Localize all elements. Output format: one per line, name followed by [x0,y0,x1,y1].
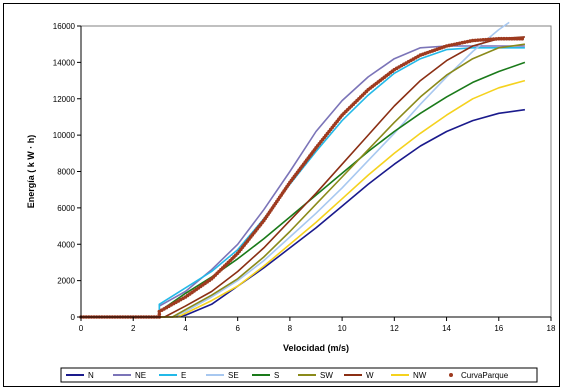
series-curvaparque-marker [496,36,501,41]
series-curvaparque-marker [512,36,517,41]
series-n-line [81,108,526,318]
y-tick-label: 14000 [53,58,76,67]
plot-area [80,25,552,318]
axis-layer: 0 2 4 6 8 10 12 14 16 18 0 2000 4000 6000 8000 10000 120… [53,22,556,333]
series-layer [79,21,526,319]
legend-label: W [366,371,374,380]
series-curvaparque-marker [481,38,485,42]
legend-label: S [274,371,279,380]
series-curvaparque-marker [504,36,509,41]
legend-item-n: N [66,371,94,380]
series-curvaparque-marker [494,37,498,41]
legend-item-curvaparque: CurvaParque [449,371,509,380]
y-tick-label: 12000 [53,95,76,104]
legend-label: E [181,371,186,380]
series-curvaparque-marker [510,36,514,41]
y-tick-label: 8000 [57,168,75,177]
series-curvaparque-marker [470,38,475,43]
series-curvaparque-marker [483,37,488,42]
y-tick-label: 2000 [57,277,75,286]
x-tick-label: 4 [183,324,188,333]
legend-item-se: SE [206,371,239,380]
series-curvaparque-marker [502,36,506,41]
series-curvaparque-marker [520,36,525,41]
legend-item-s: S [252,371,279,380]
chart-frame: 0 2 4 6 8 10 12 14 16 18 0 2000 4000 6000 8000 10000 120… [3,3,560,387]
y-tick-label: 4000 [57,240,75,249]
y-tick-label: 0 [71,313,76,322]
series-curvaparque-marker [491,37,496,41]
series-e-line [81,47,525,318]
series-w-line [81,36,525,318]
series-curvaparque-marker [157,312,162,317]
series-se-line [81,21,510,318]
series-curvaparque-marker [517,36,522,41]
legend-item-e: E [159,371,186,380]
legend-marker [449,373,453,377]
x-tick-label: 6 [235,324,240,333]
series-curvaparque-marker [486,37,491,42]
legend-label: N [88,371,94,380]
series-curvaparque-marker [476,38,480,42]
legend-item-sw: SW [298,371,333,380]
plot-border [80,25,552,318]
series-s-line [81,61,526,318]
legend-label: NE [135,371,146,380]
y-tick-label: 16000 [53,22,76,31]
y-tick-label: 6000 [57,204,75,213]
series-nw-line [81,79,526,318]
series-curvaparque-marker [499,36,504,41]
x-tick-label: 8 [288,324,293,333]
legend-item-ne: NE [113,371,146,380]
legend-label: NW [413,371,427,380]
x-tick-label: 14 [442,324,451,333]
series-curvaparque [79,36,525,319]
series-ne-line [81,45,525,318]
legend-label: CurvaParque [461,371,509,380]
legend-item-w: W [344,371,374,380]
legend: N NE E SE S SW W NW CurvaParque [60,367,538,383]
x-axis-title: Velocidad (m/s) [283,343,349,353]
series-curvaparque-marker [507,36,512,41]
x-tick-label: 12 [390,324,399,333]
y-tick-label: 10000 [53,131,76,140]
x-tick-label: 10 [338,324,347,333]
x-tick-label: 0 [79,324,84,333]
legend-label: SE [228,371,239,380]
series-curvaparque-marker [473,38,478,43]
series-sw-line [81,43,526,318]
y-axis-title: Energía ( k W · h) [26,135,36,209]
x-tick-label: 2 [131,324,136,333]
series-curvaparque-marker [478,38,483,42]
legend-item-nw: NW [391,371,427,380]
energy-velocity-chart: 0 2 4 6 8 10 12 14 16 18 0 2000 4000 6000 8000 10000 120… [26,21,556,383]
x-tick-label: 18 [547,324,556,333]
series-curvaparque-marker [515,36,519,41]
series-curvaparque-marker [489,37,493,42]
x-tick-label: 16 [494,324,503,333]
legend-label: SW [320,371,333,380]
